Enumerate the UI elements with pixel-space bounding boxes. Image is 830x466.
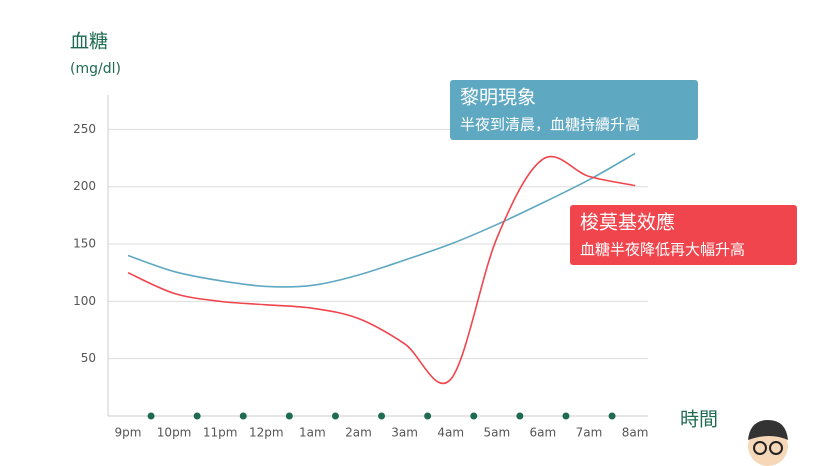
axis-dot xyxy=(608,412,616,420)
x-tick-label: 8am xyxy=(622,426,649,440)
axis-dot xyxy=(239,412,247,420)
y-axis-title: 血糖 xyxy=(70,31,108,53)
x-tick-label: 11pm xyxy=(203,426,238,440)
avatar xyxy=(748,420,788,466)
x-tick-label: 2am xyxy=(345,426,372,440)
line xyxy=(127,155,636,385)
legend-label: 梭莫基效應 xyxy=(580,211,675,234)
x-tick-label: 12pm xyxy=(249,426,284,440)
axis-dot xyxy=(285,412,293,420)
axis-dot xyxy=(331,412,339,420)
axis-dot xyxy=(147,412,155,420)
x-tick-label: 7am xyxy=(576,426,603,440)
annotation-text: 半夜到清晨，血糖持續升高 xyxy=(460,116,640,134)
x-tick-label: 6am xyxy=(530,426,557,440)
x-tick-label: 9pm xyxy=(115,426,142,440)
y-tick-label: 250 xyxy=(73,122,96,136)
y-tick-label: 150 xyxy=(73,237,96,251)
axis-dot xyxy=(470,412,478,420)
axis-dot xyxy=(516,412,524,420)
axis-dot xyxy=(424,412,432,420)
y-axis-unit: (mg/dl) xyxy=(70,61,121,77)
annotation-box xyxy=(570,205,797,265)
y-tick-label: 50 xyxy=(81,351,96,365)
y-tick-label: 100 xyxy=(73,294,96,308)
x-tick-label: 4am xyxy=(437,426,464,440)
y-tick-label: 200 xyxy=(73,179,96,193)
x-axis-title: 時間 xyxy=(680,409,718,431)
x-tick-label: 1am xyxy=(299,426,326,440)
axis-dot xyxy=(562,412,570,420)
annotation-text: 血糖半夜降低再大幅升高 xyxy=(580,241,745,259)
x-tick-label: 5am xyxy=(483,426,510,440)
annotation-box xyxy=(450,80,698,140)
axis-dot xyxy=(193,412,201,420)
axis-dot xyxy=(378,412,386,420)
x-tick-label: 3am xyxy=(391,426,418,440)
legend-label: 黎明現象 xyxy=(460,87,536,109)
line xyxy=(127,152,636,288)
x-tick-label: 10pm xyxy=(157,426,192,440)
